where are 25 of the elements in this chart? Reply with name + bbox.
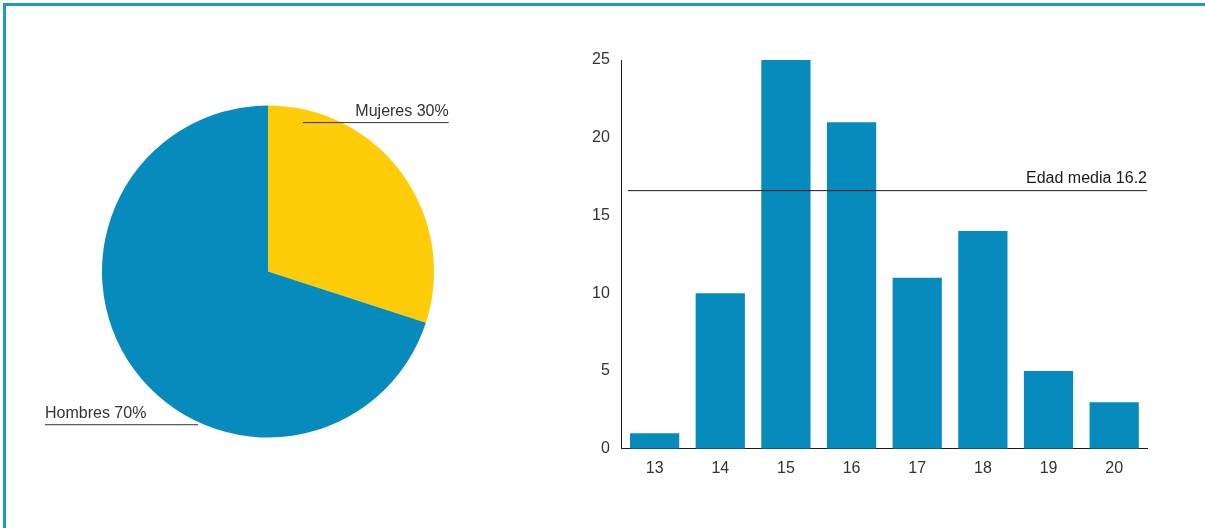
x-tick-label: 13 (645, 458, 664, 476)
bar (630, 433, 680, 449)
x-tick-label: 18 (973, 458, 992, 476)
x-tick-label: 20 (1105, 458, 1124, 476)
y-tick-label: 20 (592, 128, 610, 146)
x-tick-label: 16 (842, 458, 861, 476)
y-tick-label: 5 (600, 361, 610, 379)
y-tick-label: 15 (592, 205, 610, 223)
slice-label: Mujeres 30% (355, 101, 449, 119)
x-tick-label: 15 (777, 458, 795, 476)
y-tick-label: 0 (600, 439, 610, 457)
bar (958, 231, 1008, 449)
x-tick-label: 14 (711, 458, 730, 476)
slice-label: Hombres 70% (45, 403, 147, 421)
x-tick-label: 19 (1039, 458, 1058, 476)
bar (1089, 402, 1139, 449)
x-tick-label: 17 (908, 458, 927, 476)
y-tick-label: 10 (592, 283, 610, 301)
bar (695, 293, 745, 449)
y-tick-label: 25 (592, 50, 610, 68)
bar (1023, 371, 1074, 449)
bar (826, 122, 877, 449)
bar (892, 277, 942, 449)
ref-line-label: Edad media 16.2 (1026, 169, 1148, 187)
bar (761, 60, 811, 449)
